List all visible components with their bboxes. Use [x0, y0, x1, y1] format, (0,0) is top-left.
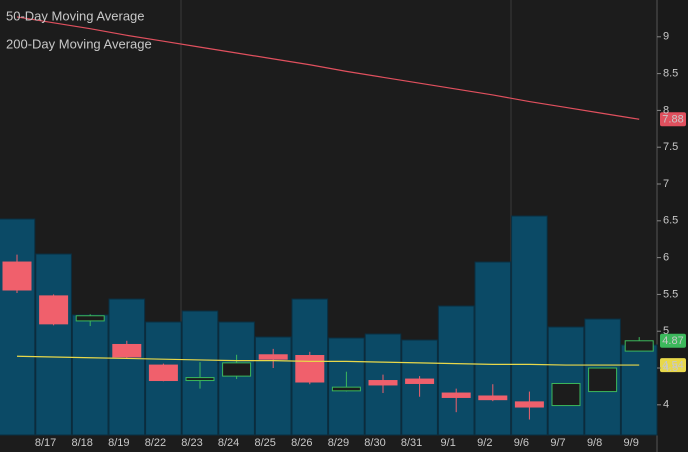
y-tick-label: 9 [663, 31, 669, 43]
candle-body [39, 295, 69, 325]
candle-body [185, 377, 215, 382]
candle-body [624, 340, 654, 352]
x-tick-label: 8/31 [401, 437, 422, 449]
x-tick-label: 8/23 [181, 437, 202, 449]
last-value-tag [660, 358, 686, 373]
candle-body [441, 392, 471, 398]
x-tick-label: 9/1 [441, 437, 456, 449]
candle-body [258, 354, 288, 360]
volume-bar [547, 326, 585, 436]
y-tick-label: 7.5 [663, 141, 678, 153]
x-tick-label: 8/25 [254, 437, 275, 449]
x-tick-label: 9/6 [514, 437, 529, 449]
volume-bar [71, 314, 109, 436]
y-tick-label: 6.5 [663, 215, 678, 227]
price-layer: 4.547.884.87 [2, 16, 686, 420]
candle-body [514, 401, 544, 408]
candle-body [222, 362, 252, 377]
volume-bar [620, 344, 658, 436]
x-tick-label: 9/2 [477, 437, 492, 449]
candle-body [588, 367, 618, 393]
y-tick-label: 5.5 [663, 288, 678, 300]
x-tick-label: 9/7 [550, 437, 565, 449]
volume-bar [35, 253, 72, 436]
moving-average-line [16, 355, 640, 366]
candle-body [2, 261, 32, 291]
axis-panel [657, 0, 688, 452]
last-value-label: 4.54 [662, 359, 683, 371]
candle-body [295, 355, 325, 383]
x-tick-label: 8/18 [71, 437, 92, 449]
last-value-label: 7.88 [662, 114, 683, 126]
moving-average-line [16, 16, 640, 120]
x-tick-label: 9/8 [587, 437, 602, 449]
legend-entry: 50-Day Moving Average [6, 8, 145, 23]
candle-body [75, 315, 105, 322]
y-tick-label: 4.5 [663, 362, 678, 374]
y-tick-label: 4 [663, 399, 669, 411]
y-tick-label: 5 [663, 325, 669, 337]
x-tick-label: 8/30 [364, 437, 385, 449]
candle-body [478, 395, 508, 401]
y-tick-label: 8.5 [663, 68, 678, 80]
last-price-tag [660, 333, 686, 348]
volume-bar [0, 218, 36, 436]
x-tick-label: 8/19 [108, 437, 129, 449]
volume-bar [474, 261, 512, 436]
y-tick-label: 6 [663, 252, 669, 264]
candle-body [148, 364, 178, 382]
volume-bar [437, 305, 475, 436]
x-tick-label: 8/29 [328, 437, 349, 449]
candle-body [368, 380, 398, 386]
last-value-tag [660, 112, 686, 127]
x-tick-label: 8/17 [35, 437, 56, 449]
candle-body [112, 343, 142, 358]
y-tick-label: 7 [663, 178, 669, 190]
candle-body [405, 378, 435, 384]
candle-body [331, 386, 361, 392]
x-tick-label: 9/9 [624, 437, 639, 449]
candle-body [551, 382, 581, 407]
y-tick-label: 8 [663, 104, 669, 116]
legend-entry: 200-Day Moving Average [6, 36, 152, 51]
last-price-label: 4.87 [662, 335, 683, 347]
x-tick-label: 8/24 [218, 437, 239, 449]
x-tick-label: 8/26 [291, 437, 312, 449]
x-tick-label: 8/22 [145, 437, 166, 449]
volume-bar [108, 298, 146, 436]
